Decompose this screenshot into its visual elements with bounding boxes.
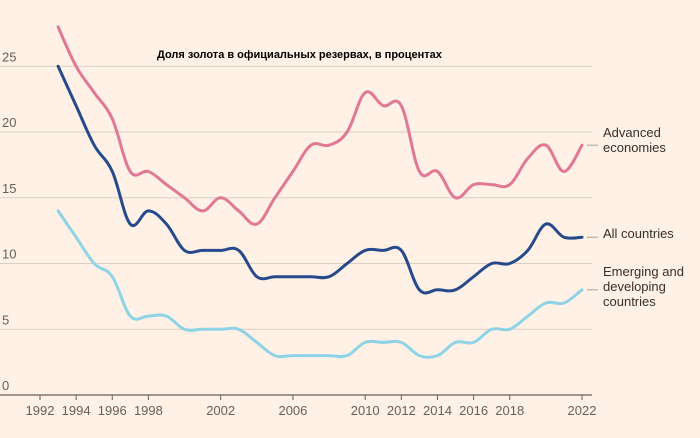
series-line-emerging <box>56 209 584 359</box>
legend-label: Emerging and <box>603 264 684 279</box>
x-tick-label: 2012 <box>387 403 416 418</box>
x-tick-label: 2014 <box>423 403 452 418</box>
legend-all: All countries <box>587 226 674 241</box>
y-tick-label: 0 <box>2 378 9 393</box>
legend-label: developing <box>603 279 666 294</box>
chart-title: Доля золота в официальных резервах, в пр… <box>157 49 443 61</box>
y-tick-label: 5 <box>2 312 9 327</box>
y-tick-label: 20 <box>2 115 16 130</box>
series-line-all <box>56 64 584 295</box>
y-tick-label: 10 <box>2 247 16 262</box>
x-tick-label: 1992 <box>26 403 55 418</box>
x-tick-label: 1996 <box>98 403 127 418</box>
x-tick-label: 2018 <box>495 403 524 418</box>
legend-label: All countries <box>603 226 674 241</box>
legend-label: Advanced <box>603 125 661 140</box>
y-axis: 0 5 10 15 20 25 <box>2 49 16 393</box>
legend-label: economies <box>603 140 666 155</box>
x-tick-label: 2006 <box>278 403 307 418</box>
x-tick-label: 1994 <box>62 403 91 418</box>
legend-label: countries <box>603 294 656 309</box>
x-tick-label: 2016 <box>459 403 488 418</box>
x-tick-label: 2002 <box>206 403 235 418</box>
x-axis: 1992 1994 1996 1998 2002 2006 2010 2012 2014 2016… <box>26 395 597 418</box>
gridlines <box>0 65 592 396</box>
x-tick-label: 2010 <box>351 403 380 418</box>
series-lines <box>56 25 584 359</box>
x-tick-label: 2022 <box>568 403 597 418</box>
y-tick-label: 25 <box>2 49 16 64</box>
y-tick-label: 15 <box>2 181 16 196</box>
series-line-advanced <box>56 25 584 226</box>
x-tick-label: 1998 <box>134 403 163 418</box>
